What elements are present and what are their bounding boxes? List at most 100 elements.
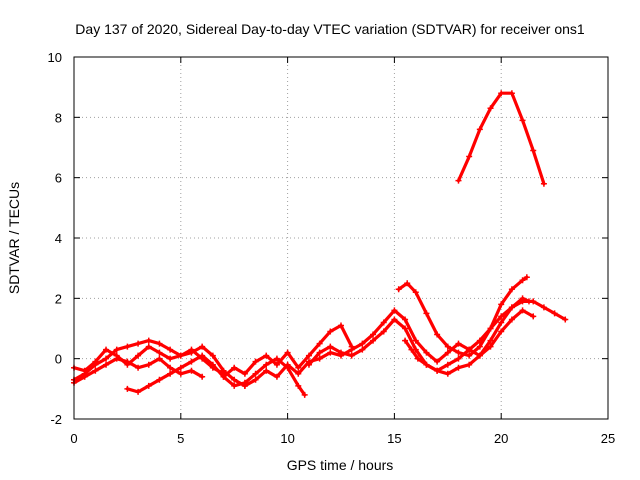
data-point-marker [408,346,415,353]
data-point-marker [284,349,291,356]
data-point-marker [124,343,131,350]
axis-ticks: 0 5 10 15 20 25 -2 0 2 4 6 8 10 [48,50,616,446]
data-point-marker [519,277,526,284]
y-tick-label: 6 [55,171,62,186]
data-point-marker [145,382,152,389]
data-point-marker [177,364,184,371]
data-point-marker [508,316,515,323]
data-point-marker [519,307,526,314]
data-point-marker [113,346,120,353]
data-point-marker [338,349,344,356]
data-point-marker [167,346,174,353]
data-point-marker [498,319,505,326]
series-line [456,91,546,186]
data-point-marker [273,361,280,368]
data-point-marker [81,367,88,374]
data-point-marker [540,180,547,187]
series-track-5 [220,322,355,380]
data-point-marker [508,304,515,311]
data-point-marker [145,343,152,350]
data-point-marker [316,349,323,356]
series-line [397,275,529,358]
x-axis-label: GPS time / hours [287,457,394,473]
data-point-marker [414,355,421,362]
data-point-marker [167,364,174,371]
data-point-marker [305,352,312,359]
data-point-marker [252,370,259,377]
data-point-marker [402,337,409,344]
data-point-marker [370,331,377,338]
data-point-marker [135,352,142,359]
data-point-marker [391,307,398,314]
data-point-marker [455,364,462,371]
data-point-marker [252,376,259,383]
data-point-marker [188,367,195,374]
x-tick-label: 10 [280,431,294,446]
data-point-marker [263,361,270,368]
data-point-marker [498,313,505,320]
data-series [71,90,569,398]
series-line [403,296,531,376]
data-point-marker [455,177,462,184]
data-point-marker [348,346,355,353]
series-line [307,308,535,373]
data-point-marker [284,361,291,368]
data-point-marker [156,340,163,347]
data-point-marker [487,343,494,350]
data-point-marker [135,364,142,371]
data-point-marker [135,388,142,395]
data-point-marker [295,364,302,371]
data-point-marker [135,340,142,347]
data-point-marker [434,367,441,374]
data-point-marker [156,376,163,383]
data-point-marker [487,337,494,344]
data-point-marker [199,343,206,350]
data-point-marker [455,349,462,356]
data-point-marker [508,90,515,97]
data-point-marker [466,153,473,160]
data-point-marker [338,322,344,329]
data-point-marker [177,370,184,377]
data-point-marker [455,355,462,362]
data-point-marker [167,355,174,362]
y-axis-label: SDTVAR / TECUs [6,182,22,294]
data-point-marker [423,310,430,317]
data-point-marker [305,361,312,368]
data-point-marker [525,298,532,305]
series-line [125,354,307,397]
series-track-3 [71,355,206,386]
data-point-marker [167,370,174,377]
data-point-marker [231,364,238,371]
x-tick-label: 0 [70,431,77,446]
data-point-marker [316,340,323,347]
y-tick-label: -2 [50,412,62,427]
data-point-marker [145,361,152,368]
data-point-marker [444,349,451,356]
series-track-8 [402,295,532,377]
x-tick-label: 20 [494,431,508,446]
data-point-marker [562,316,569,323]
data-point-marker [498,328,505,335]
data-point-marker [476,343,483,350]
data-point-marker [466,361,473,368]
data-point-marker [519,117,526,124]
data-point-marker [273,355,280,362]
data-point-marker [530,147,537,154]
data-point-marker [551,310,558,317]
chart-title: Day 137 of 2020, Sidereal Day-to-day VTE… [75,21,585,37]
data-point-marker [103,361,110,368]
series-track-9 [395,274,530,359]
data-point-marker [498,301,505,308]
data-point-marker [466,352,473,359]
data-point-marker [434,331,441,338]
data-point-marker [476,126,483,133]
data-point-marker [252,358,259,365]
data-point-marker [145,337,152,344]
data-point-marker [295,382,302,389]
data-point-marker [199,373,206,380]
data-point-marker [199,352,206,359]
data-point-marker [81,373,88,380]
data-point-marker [523,274,530,281]
data-point-marker [327,349,334,356]
